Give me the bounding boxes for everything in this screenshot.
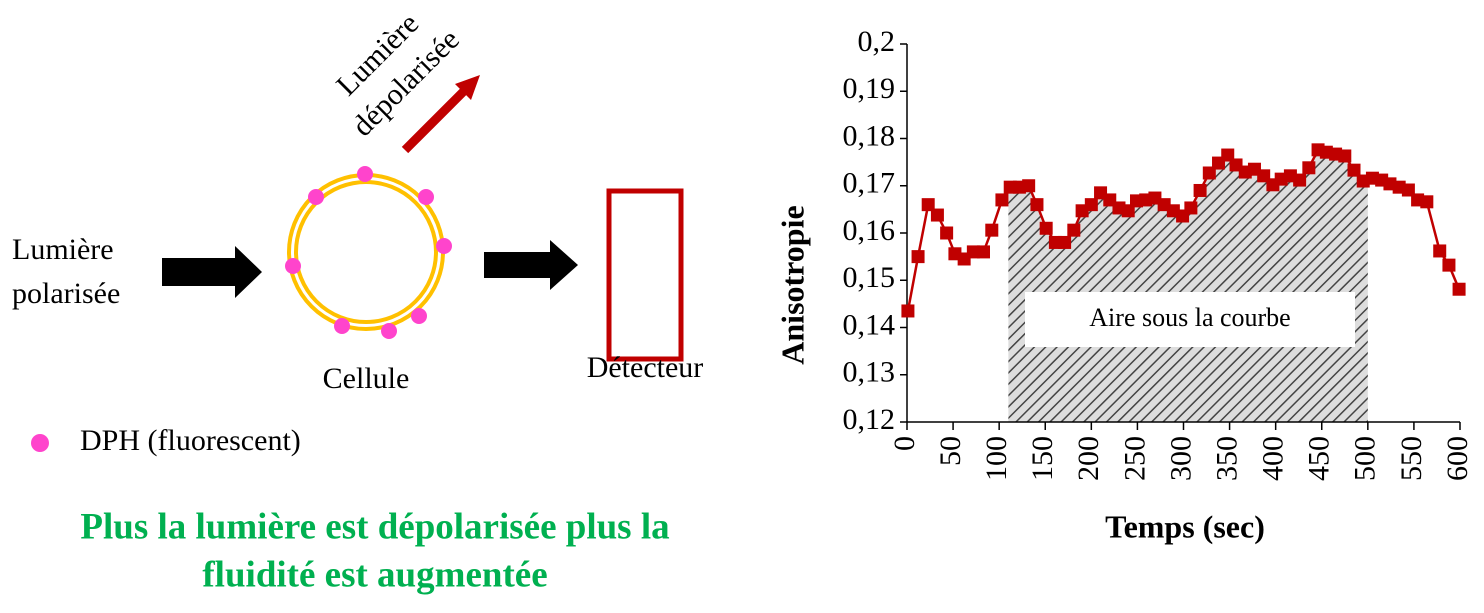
x-tick-label: 100	[980, 436, 1013, 481]
x-tick-label: 600	[1441, 436, 1474, 481]
data-point	[1420, 195, 1433, 208]
data-point	[1184, 201, 1197, 214]
y-tick-label: 0,13	[843, 356, 896, 389]
data-point	[1302, 161, 1315, 174]
data-point	[901, 304, 914, 317]
y-tick-label: 0,16	[843, 214, 896, 247]
y-tick-label: 0,15	[843, 261, 896, 294]
input-arrow	[162, 246, 262, 298]
data-point	[1067, 224, 1080, 237]
data-point	[985, 224, 998, 237]
conclusion: Plus la lumière est dépolarisée plus la	[80, 506, 669, 547]
area-under-curve	[1008, 150, 1367, 422]
chart: Aire sous la courbe 0,12 0,13 0,14 0,15 0,16 0…	[774, 25, 1474, 544]
data-point	[940, 227, 953, 240]
data-point	[1293, 174, 1306, 187]
figure: Lumière polarisée Cellule Lumière dépola…	[0, 0, 1484, 608]
input-label: Lumière	[12, 233, 114, 266]
detector-label: Détecteur	[587, 351, 704, 384]
data-point	[977, 245, 990, 258]
input-label: polarisée	[12, 277, 120, 310]
x-tick-label: 200	[1072, 436, 1105, 481]
data-point	[1442, 259, 1455, 272]
x-tick-label: 500	[1349, 436, 1382, 481]
detector	[609, 191, 681, 359]
x-tick-label: 400	[1257, 436, 1290, 481]
dph-dots	[285, 166, 452, 339]
data-point	[1030, 198, 1043, 211]
output-label-group: Lumière dépolarisée	[318, 0, 466, 143]
y-tick-label: 0,17	[843, 167, 896, 200]
data-point	[995, 193, 1008, 206]
x-tick-label: 300	[1164, 436, 1197, 481]
data-point	[1194, 184, 1207, 197]
data-point	[1040, 222, 1053, 235]
y-tick-label: 0,12	[843, 403, 896, 436]
data-point	[1433, 244, 1446, 257]
data-point	[1338, 149, 1351, 162]
legend-dot	[31, 434, 49, 452]
data-point	[912, 250, 925, 263]
detector-arrow	[484, 240, 578, 290]
data-point	[1022, 179, 1035, 192]
output-arrow	[405, 90, 465, 150]
data-point	[1453, 283, 1466, 296]
data-point	[931, 209, 944, 222]
x-axis-title: Temps (sec)	[1105, 508, 1265, 544]
y-tick-label: 0,2	[858, 25, 896, 58]
x-tick-label: 0	[888, 436, 921, 451]
diagram: Lumière polarisée Cellule Lumière dépola…	[12, 0, 703, 595]
x-tick-label: 550	[1395, 436, 1428, 481]
x-tick-label: 450	[1303, 436, 1336, 481]
page: Lumière polarisée Cellule Lumière dépola…	[0, 0, 1484, 613]
data-point	[1058, 236, 1071, 249]
conclusion: fluidité est augmentée	[202, 554, 547, 595]
x-tick-label: 250	[1118, 436, 1151, 481]
x-tick-label: 350	[1210, 436, 1243, 481]
data-point	[1085, 198, 1098, 211]
cell-label: Cellule	[323, 362, 410, 395]
x-tick-label: 50	[934, 436, 967, 466]
legend-label: DPH (fluorescent)	[80, 424, 301, 457]
y-tick-label: 0,18	[843, 119, 896, 152]
x-tick-label: 150	[1026, 436, 1059, 481]
y-tick-label: 0,14	[843, 308, 896, 341]
annotation: Aire sous la courbe	[1089, 303, 1290, 332]
y-axis-title: Anisotropie	[774, 205, 810, 364]
y-tick-label: 0,19	[843, 72, 896, 105]
